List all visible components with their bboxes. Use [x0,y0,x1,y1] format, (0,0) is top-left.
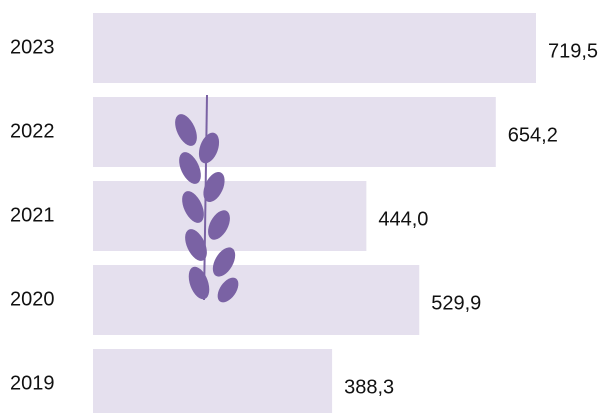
value-label: 388,3 [344,376,394,398]
bar [93,13,536,83]
wheat-decoration [175,94,239,303]
bar [93,265,420,335]
category-label: 2023 [10,36,55,58]
bar [93,97,496,167]
category-label: 2020 [10,288,55,310]
category-label: 2022 [10,120,55,142]
value-label: 529,9 [431,292,481,314]
category-label: 2019 [10,372,55,394]
value-label: 719,5 [548,40,598,62]
category-label: 2021 [10,204,55,226]
bars: 2023 719,5 2022 654,2 2021 444,0 2020 529,9 2019… [10,13,598,413]
value-label: 654,2 [508,124,558,146]
value-label: 444,0 [378,208,428,230]
bar [93,349,333,413]
